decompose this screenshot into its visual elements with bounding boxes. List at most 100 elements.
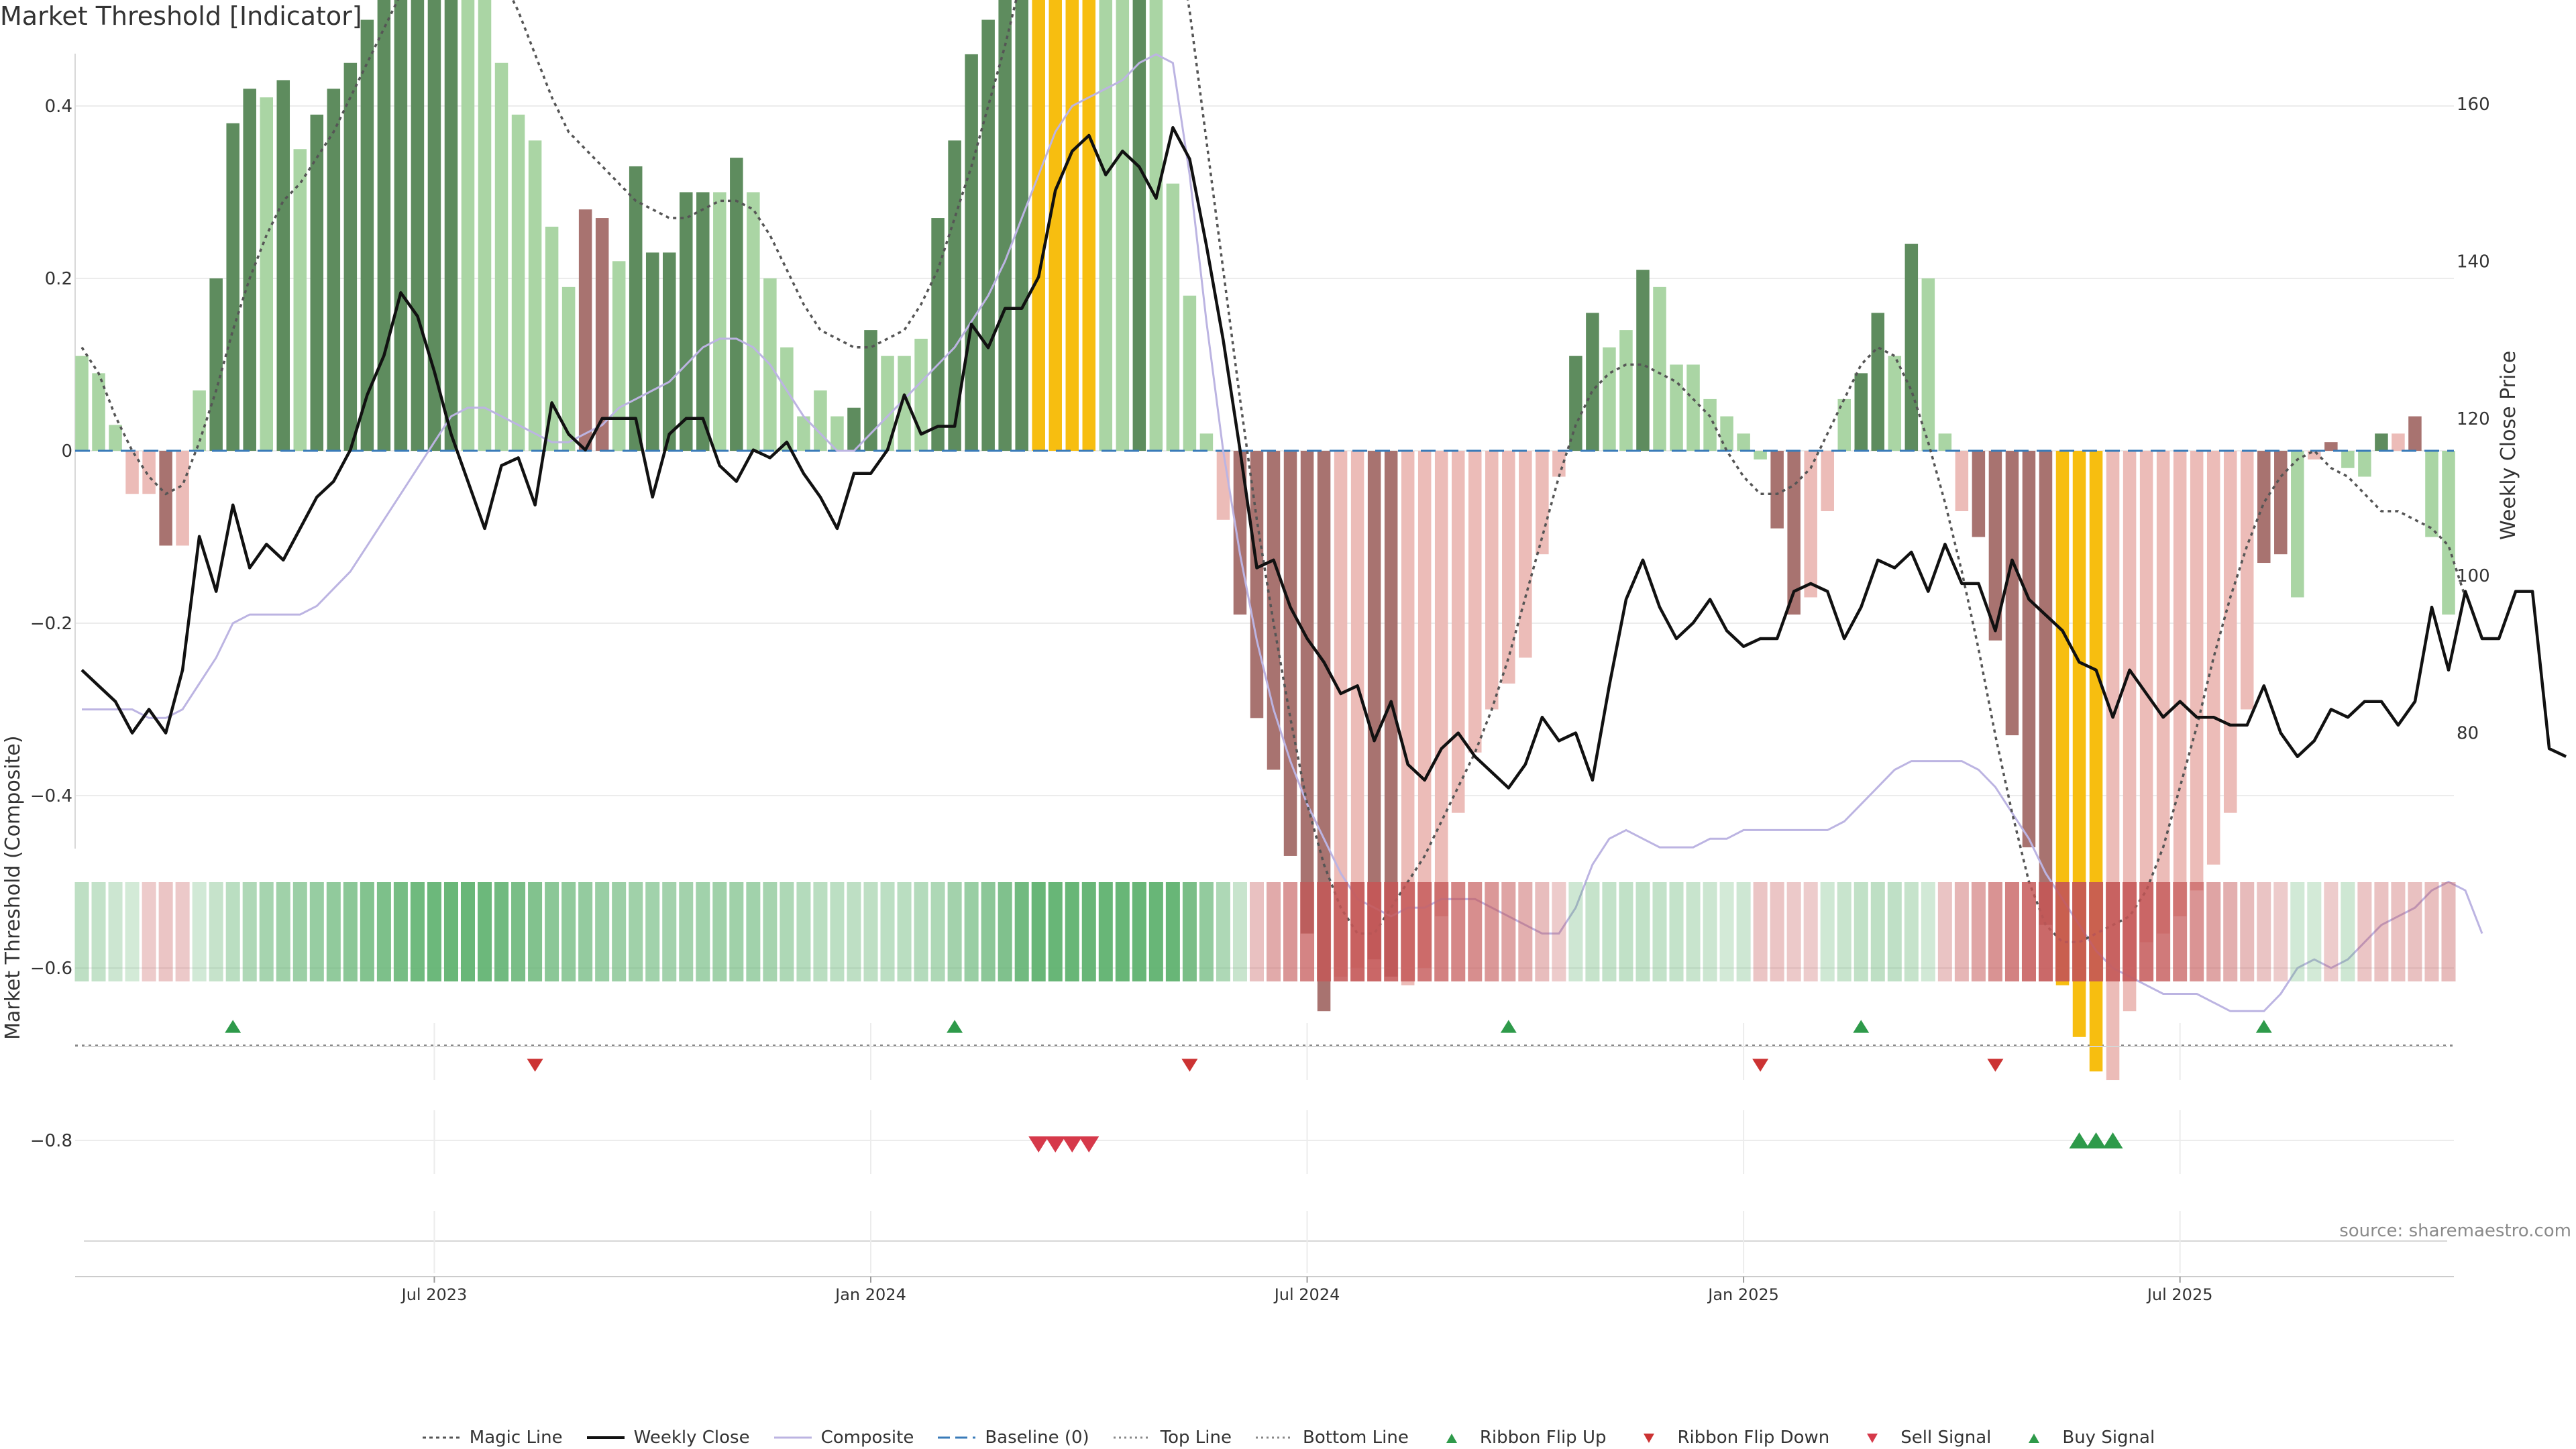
legend-label: Buy Signal bbox=[2062, 1428, 2155, 1448]
composite-bar bbox=[394, 0, 408, 451]
composite-bar bbox=[881, 356, 894, 451]
composite-bar bbox=[981, 19, 995, 451]
composite-bar bbox=[830, 416, 844, 451]
composite-bar bbox=[2392, 433, 2405, 451]
composite-bar bbox=[193, 390, 206, 451]
ribbon-cell bbox=[629, 882, 643, 981]
composite-bar bbox=[2223, 451, 2237, 813]
composite-bar bbox=[965, 54, 978, 451]
ribbon-cell bbox=[1081, 882, 1096, 981]
ribbon-flip-up-marker bbox=[1853, 1020, 1870, 1033]
ribbon-cell bbox=[847, 882, 861, 981]
legend-label: Sell Signal bbox=[1900, 1428, 1992, 1448]
ribbon-cell bbox=[1148, 882, 1163, 981]
ribbon-cell bbox=[1904, 882, 1919, 981]
ribbon-cell bbox=[1535, 882, 1550, 981]
y-tick-labels-right: 160 140 120 100 80 bbox=[2457, 95, 2490, 744]
ribbon-cell bbox=[393, 882, 408, 981]
ribbon-cell bbox=[1854, 882, 1868, 981]
ribbon-cell bbox=[1216, 882, 1230, 981]
legend-item: Bottom Line bbox=[1254, 1428, 1409, 1448]
composite-bar bbox=[1804, 451, 1817, 598]
x-tick-label: Jul 2024 bbox=[1273, 1285, 1340, 1304]
legend-item: Top Line bbox=[1112, 1428, 1232, 1448]
ribbon-cell bbox=[360, 882, 374, 981]
composite-bar bbox=[1166, 183, 1180, 451]
ribbon-strip bbox=[74, 882, 2456, 981]
x-tick-label: Jan 2025 bbox=[1707, 1285, 1779, 1304]
ribbon-cell bbox=[1031, 882, 1046, 981]
composite-bar bbox=[1267, 451, 1281, 770]
composite-bar bbox=[595, 218, 609, 451]
composite-bar bbox=[1636, 270, 1650, 451]
composite-bar bbox=[1821, 451, 1834, 511]
composite-bar bbox=[327, 89, 341, 451]
sell-signal-marker bbox=[1079, 1136, 1099, 1152]
composite-bar bbox=[1770, 451, 1784, 529]
ribbon-cell bbox=[729, 882, 744, 981]
composite-bar bbox=[1451, 451, 1465, 813]
composite-bar bbox=[2156, 451, 2170, 934]
ribbon-cell bbox=[1753, 882, 1768, 981]
ribbon-cell bbox=[2021, 882, 2036, 981]
y-axis-label-right-text: Weekly Close Price bbox=[2497, 350, 2520, 540]
ribbon-cell bbox=[209, 882, 223, 981]
y-tick-label-left: −0.2 bbox=[30, 614, 72, 634]
composite-bar bbox=[1972, 451, 1986, 537]
ribbon-cell bbox=[2038, 882, 2053, 981]
composite-bar bbox=[1670, 364, 1683, 451]
composite-bar bbox=[176, 451, 189, 546]
composite-bar bbox=[730, 158, 743, 451]
composite-bar bbox=[1569, 356, 1582, 451]
y-tick-label-right: 120 bbox=[2457, 409, 2490, 429]
composite-line bbox=[82, 53, 2483, 1012]
y-axis-label-left: Market Threshold (Composite) bbox=[1, 443, 28, 1040]
ribbon-cell bbox=[2257, 882, 2271, 981]
ribbon-cell bbox=[2190, 882, 2204, 981]
ribbon-cell bbox=[1132, 882, 1146, 981]
x-axis: Jul 2023 Jan 2024 Jul 2024 Jan 2025 Jul 2025 bbox=[75, 1276, 2454, 1304]
composite-bar bbox=[2408, 416, 2422, 451]
composite-bar bbox=[2291, 451, 2304, 598]
ribbon-flip-down-marker bbox=[1752, 1059, 1769, 1072]
ribbon-cell bbox=[175, 882, 190, 981]
composite-bar bbox=[444, 0, 458, 451]
legend-swatch bbox=[586, 1436, 625, 1439]
composite-bar bbox=[377, 0, 391, 451]
legend: Magic Line Weekly Close Composite Baseline … bbox=[0, 1428, 2576, 1448]
ribbon-cell bbox=[125, 882, 140, 981]
composite-bar bbox=[142, 451, 156, 494]
ribbon-cell bbox=[2240, 882, 2255, 981]
ribbon-cell bbox=[1518, 882, 1533, 981]
ribbon-cell bbox=[914, 882, 928, 981]
ribbon-cell bbox=[2139, 882, 2154, 981]
composite-bar bbox=[1988, 451, 2002, 641]
legend-swatch bbox=[422, 1436, 460, 1439]
ribbon-cell bbox=[1417, 882, 1432, 981]
composite-bar bbox=[1619, 330, 1633, 451]
composite-bar bbox=[494, 62, 508, 451]
composite-bar bbox=[1015, 0, 1028, 451]
ribbon-cell bbox=[1451, 882, 1466, 981]
ribbon-cell bbox=[645, 882, 660, 981]
ribbon-cell bbox=[1317, 882, 1332, 981]
composite-bar bbox=[561, 286, 576, 451]
legend-label: Magic Line bbox=[469, 1428, 563, 1448]
ribbon-cell bbox=[478, 882, 492, 981]
composite-bar bbox=[545, 226, 559, 451]
ribbon-cell bbox=[578, 882, 593, 981]
ribbon-cell bbox=[712, 882, 727, 981]
composite-bar bbox=[948, 140, 961, 451]
composite-bar bbox=[293, 149, 307, 451]
ribbon-cell bbox=[1048, 882, 1063, 981]
ribbon-cell bbox=[1870, 882, 1885, 981]
ribbon-cell bbox=[1719, 882, 1734, 981]
composite-bar bbox=[1250, 451, 1264, 718]
ribbon-cell bbox=[1485, 882, 1499, 981]
composite-bar bbox=[1485, 451, 1499, 710]
ribbon-cell bbox=[2324, 882, 2339, 981]
composite-bar bbox=[2190, 451, 2204, 891]
composite-bar bbox=[209, 278, 223, 451]
ribbon-flip-up-marker bbox=[947, 1020, 963, 1033]
ribbon-cell bbox=[696, 882, 710, 981]
